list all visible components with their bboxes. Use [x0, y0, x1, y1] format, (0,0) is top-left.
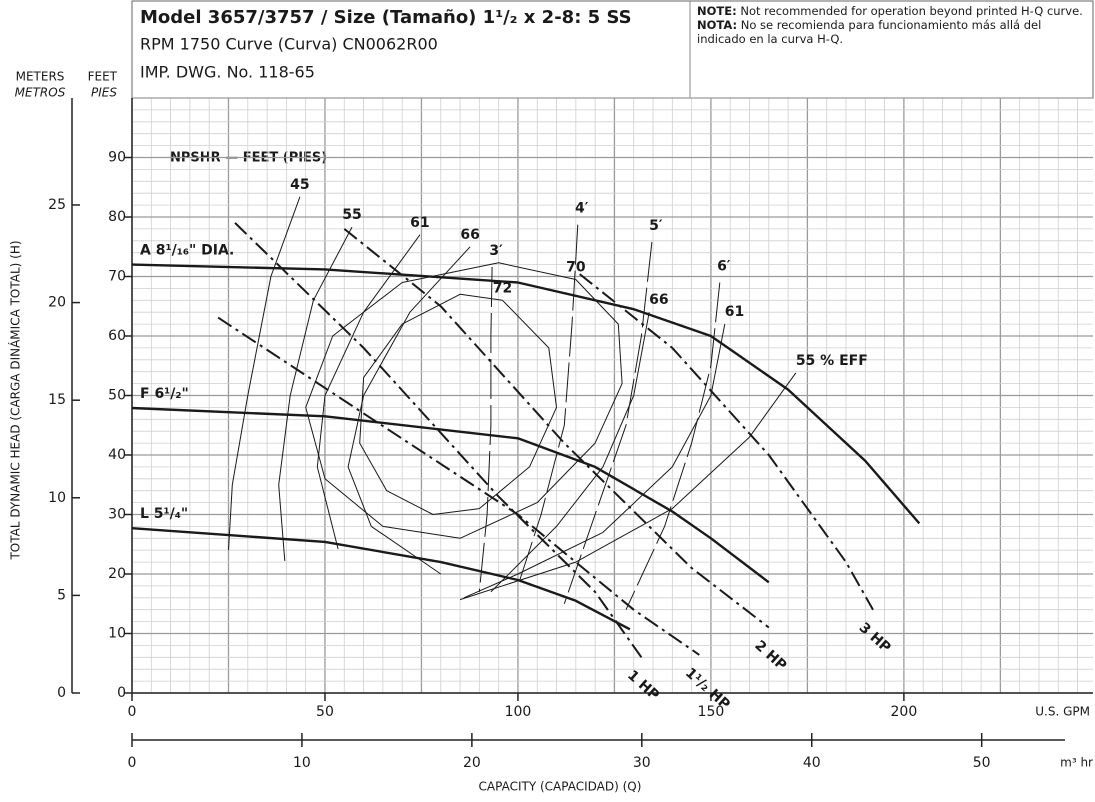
- head-curve-label: F 6¹/₂": [140, 386, 189, 402]
- npsh-curve: [625, 282, 721, 610]
- x-tick-label: 200: [891, 704, 918, 720]
- x-unit: U.S. GPM: [1035, 705, 1090, 719]
- head-curve-label: A 8¹/₁₆" DIA.: [140, 243, 234, 259]
- npsh-curve: [478, 266, 493, 592]
- y2-title: METERS: [16, 70, 65, 84]
- efficiency-curve: [228, 196, 301, 551]
- y-tick-label: 20: [108, 566, 126, 582]
- efficiency-curve: [359, 293, 557, 515]
- hp-curve-label: 3 HP: [856, 620, 894, 656]
- x-tick-label: 100: [505, 704, 532, 720]
- y-tick-label: 10: [108, 626, 126, 642]
- efficiency-curve-label: 72: [493, 280, 512, 296]
- head-curve: [131, 527, 631, 631]
- head-curve: [131, 406, 770, 584]
- x-axis-label: CAPACITY (CAPACIDAD) (Q): [479, 780, 642, 794]
- y2-tick-label: 15: [48, 392, 66, 408]
- efficiency-curve: [490, 312, 650, 593]
- x-tick-label: 50: [316, 704, 334, 720]
- x-tick-label: 0: [128, 704, 137, 720]
- drawing-number: IMP. DWG. No. 118-65: [140, 63, 315, 82]
- efficiency-curve-label: 66: [460, 227, 479, 243]
- efficiency-curve-label: 45: [290, 177, 309, 193]
- npsh-curve-label: 3′: [489, 243, 503, 259]
- head-curve: [131, 263, 921, 525]
- npsh-curve: [563, 241, 653, 604]
- efficiency-curve-label: 55 % EFF: [796, 353, 868, 369]
- x-tick-label: 150: [698, 704, 725, 720]
- efficiency-curve-label: 61: [725, 304, 744, 320]
- npsh-curve: [517, 224, 579, 587]
- header-box: [131, 0, 1094, 99]
- nota: No se recomienda para funcionamiento más…: [697, 18, 1042, 46]
- y-tick-label: 90: [108, 150, 126, 166]
- note: Not recommended for operation beyond pri…: [740, 4, 1083, 18]
- efficiency-curve-label: 61: [410, 215, 429, 231]
- chart-subtitle: RPM 1750 Curve (Curva) CN0062R00: [140, 35, 438, 54]
- note-box: NOTE: Not recommended for operation beyo…: [697, 4, 1083, 46]
- npsh-curve-label: 4′: [575, 201, 589, 217]
- hp-curve-label: 1 HP: [624, 667, 662, 703]
- y-tick-label: 70: [108, 269, 126, 285]
- note-label: NOTE:: [697, 4, 737, 18]
- y-tick-label: 0: [117, 685, 126, 701]
- npsh-curve-label: 6′: [717, 258, 731, 274]
- efficiency-curve: [459, 372, 797, 601]
- efficiency-curve-label: 70: [566, 259, 586, 275]
- hp-curve-label: 2 HP: [751, 638, 789, 674]
- x2-tick-label: 30: [633, 755, 651, 771]
- x2-tick-label: 40: [803, 755, 821, 771]
- head-curve-label: L 5¹/₄": [140, 506, 188, 522]
- y-axis-label: TOTAL DYNAMIC HEAD (CARGA DINÁMICA TOTAL…: [8, 240, 23, 560]
- x2-unit: m³ hr: [1060, 756, 1093, 770]
- efficiency-curve: [463, 324, 726, 599]
- y-tick-label: 60: [108, 328, 126, 344]
- y-tick-label: 30: [108, 507, 126, 523]
- y2-tick-label: 0: [57, 685, 66, 701]
- x2-tick-label: 50: [973, 755, 991, 771]
- efficiency-curve: [316, 234, 421, 550]
- efficiency-curve: [278, 226, 353, 561]
- y2-tick-label: 20: [48, 295, 66, 311]
- y-title: FEET: [88, 70, 118, 84]
- y-title-es: PIES: [91, 86, 117, 100]
- y2-tick-label: 5: [57, 587, 66, 603]
- efficiency-curve-label: 66: [649, 292, 668, 308]
- x2-tick-label: 0: [128, 755, 137, 771]
- y-tick-label: 80: [108, 209, 126, 225]
- efficiency-curve: [305, 262, 623, 539]
- x2-tick-label: 20: [463, 755, 481, 771]
- y-tick-label: 50: [108, 388, 126, 404]
- hp-curve: [217, 316, 700, 656]
- hp-curve: [234, 222, 643, 658]
- efficiency-curve: [347, 246, 471, 575]
- nota-label: NOTA:: [697, 18, 738, 32]
- chart-title: Model 3657/3757 / Size (Tamaño) 1¹/₂ x 2…: [140, 7, 632, 28]
- grid: [131, 97, 1093, 694]
- efficiency-curve-label: 55: [342, 207, 361, 223]
- y2-tick-label: 25: [48, 197, 66, 213]
- y-tick-label: 40: [108, 447, 126, 463]
- npsh-curve-label: 5′: [649, 218, 663, 234]
- x2-tick-label: 10: [293, 755, 311, 771]
- hp-curve: [579, 273, 874, 611]
- y2-tick-label: 10: [48, 490, 66, 506]
- y2-title-es: METROS: [15, 86, 66, 100]
